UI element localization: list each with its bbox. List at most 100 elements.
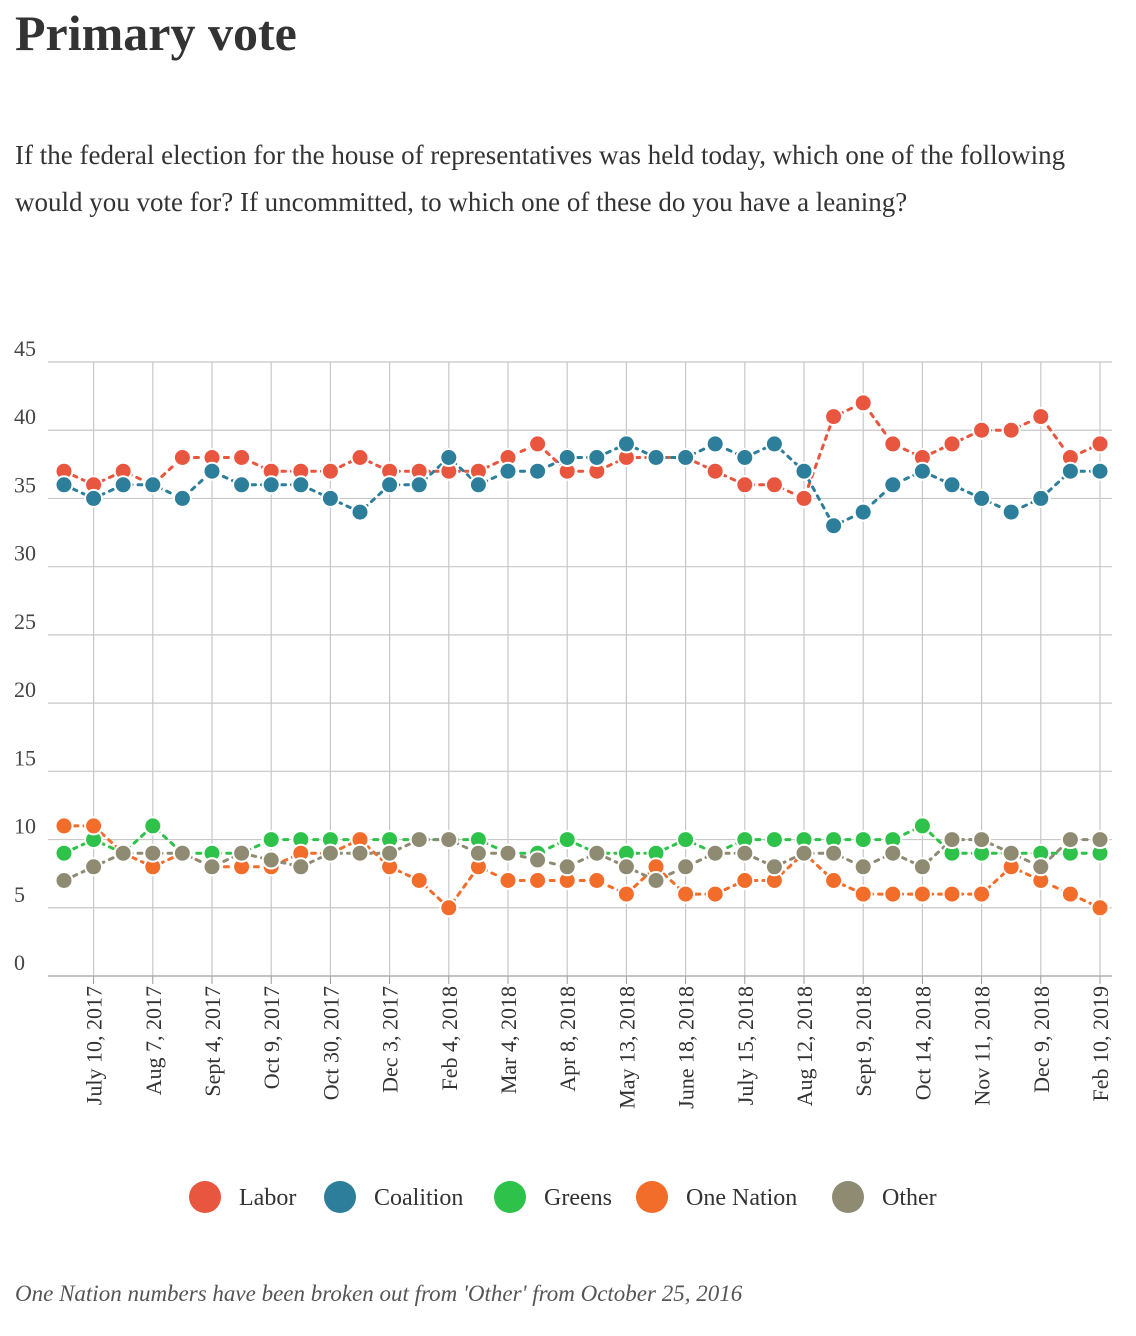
- legend-label-greens: Greens: [544, 1185, 612, 1211]
- point-labor: [824, 407, 844, 427]
- legend-swatch-other: [832, 1181, 864, 1213]
- legend-swatch-coalition: [324, 1181, 356, 1213]
- y-tick-label: 5: [14, 882, 25, 907]
- point-greens: [54, 843, 74, 863]
- point-other: [883, 843, 903, 863]
- point-coalition: [380, 475, 400, 495]
- point-other: [113, 843, 133, 863]
- point-other: [409, 830, 429, 850]
- point-other: [942, 830, 962, 850]
- point-one-nation: [853, 884, 873, 904]
- point-other: [1090, 830, 1110, 850]
- x-tick-label: Nov 11, 2018: [970, 986, 995, 1106]
- point-labor: [705, 461, 725, 481]
- point-labor: [1031, 407, 1051, 427]
- x-axis: July 10, 2017 Aug 7, 2017 Sept 4, 2017 Oct …: [48, 975, 1113, 1109]
- y-tick-label: 0: [14, 950, 25, 975]
- point-coalition: [735, 448, 755, 467]
- point-other: [320, 843, 340, 863]
- point-coalition: [261, 475, 281, 495]
- point-one-nation: [883, 884, 903, 904]
- point-coalition: [172, 488, 192, 508]
- legend-swatch-labor: [189, 1181, 221, 1213]
- point-one-nation: [528, 871, 548, 890]
- point-coalition: [468, 475, 488, 495]
- x-tick-label: Aug 7, 2017: [141, 986, 166, 1095]
- point-other: [143, 843, 163, 863]
- point-coalition: [676, 448, 696, 467]
- point-labor: [853, 393, 873, 413]
- point-one-nation: [705, 884, 725, 904]
- point-other: [646, 871, 666, 890]
- x-tick-label: Dec 9, 2018: [1029, 986, 1054, 1093]
- point-one-nation: [587, 871, 607, 890]
- point-coalition: [972, 488, 992, 508]
- point-coalition: [1031, 488, 1051, 508]
- point-other: [54, 871, 74, 890]
- point-coalition: [320, 488, 340, 508]
- point-other: [439, 830, 459, 850]
- y-axis: 0 5 10 15 20 25 30 35 40 45: [14, 336, 36, 975]
- point-one-nation: [912, 884, 932, 904]
- point-greens: [557, 830, 577, 850]
- point-coalition: [557, 448, 577, 467]
- point-one-nation: [676, 884, 696, 904]
- point-one-nation: [439, 898, 459, 918]
- point-other: [735, 843, 755, 863]
- point-other: [261, 850, 281, 870]
- point-other: [232, 843, 252, 863]
- point-labor: [735, 475, 755, 495]
- legend-label-other: Other: [882, 1185, 937, 1211]
- point-one-nation: [616, 884, 636, 904]
- point-other: [528, 850, 548, 870]
- point-other: [172, 843, 192, 863]
- x-tick-label: Aug 12, 2018: [792, 986, 817, 1106]
- series-lines: [62, 401, 1102, 910]
- x-tick-label: Oct 30, 2017: [318, 986, 343, 1100]
- point-coalition: [616, 434, 636, 454]
- point-one-nation: [824, 871, 844, 890]
- x-tick-label: Mar 4, 2018: [496, 986, 521, 1094]
- point-one-nation: [942, 884, 962, 904]
- point-other: [350, 843, 370, 863]
- point-one-nation: [498, 871, 518, 890]
- point-labor: [942, 434, 962, 454]
- point-greens: [261, 830, 281, 850]
- x-tick-label: Feb 4, 2018: [437, 986, 462, 1091]
- point-coalition: [853, 502, 873, 522]
- point-other: [84, 857, 104, 877]
- point-greens: [676, 830, 696, 850]
- point-labor: [1001, 420, 1021, 440]
- point-other: [616, 857, 636, 877]
- y-tick-label: 45: [14, 336, 36, 361]
- point-coalition: [528, 461, 548, 481]
- point-coalition: [646, 448, 666, 467]
- chart-subtitle: If the federal election for the house of…: [15, 140, 1066, 217]
- point-one-nation: [735, 871, 755, 890]
- point-other: [202, 857, 222, 877]
- point-one-nation: [1060, 884, 1080, 904]
- point-labor: [320, 461, 340, 481]
- point-labor: [1090, 434, 1110, 454]
- point-coalition: [587, 448, 607, 467]
- point-greens: [764, 830, 784, 850]
- y-tick-label: 20: [14, 677, 36, 702]
- y-tick-label: 25: [14, 609, 36, 634]
- x-tick-label: Apr 8, 2018: [555, 986, 580, 1092]
- y-tick-label: 35: [14, 472, 36, 497]
- legend-swatch-greens: [494, 1181, 526, 1213]
- point-other: [853, 857, 873, 877]
- point-one-nation: [84, 816, 104, 836]
- x-tick-label: Feb 10, 2019: [1088, 986, 1113, 1102]
- page-title: Primary vote: [15, 5, 297, 61]
- point-other: [912, 857, 932, 877]
- point-other: [794, 843, 814, 863]
- point-labor: [764, 475, 784, 495]
- point-coalition: [143, 475, 163, 495]
- point-coalition: [350, 502, 370, 522]
- point-other: [764, 857, 784, 877]
- legend: Labor Coalition Greens One Nation Other: [189, 1181, 937, 1213]
- point-one-nation: [54, 816, 74, 836]
- point-coalition: [439, 448, 459, 467]
- point-other: [1060, 830, 1080, 850]
